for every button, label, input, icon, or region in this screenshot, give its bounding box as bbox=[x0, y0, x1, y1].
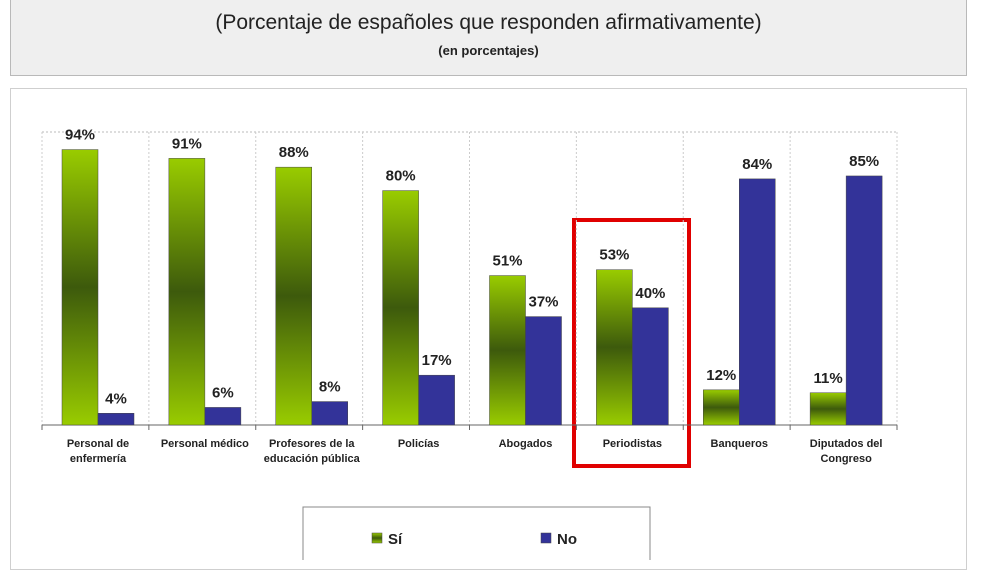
value-label: 51% bbox=[492, 253, 522, 270]
bar bbox=[61, 149, 99, 426]
legend-label: No bbox=[557, 531, 577, 548]
x-tick-label: Personal médico bbox=[160, 438, 249, 450]
value-label: 8% bbox=[319, 379, 341, 396]
bar bbox=[204, 407, 242, 426]
x-tick-label: Abogados bbox=[498, 438, 553, 450]
legend-box bbox=[302, 506, 651, 560]
value-label: 53% bbox=[599, 247, 629, 264]
x-tick-label: Diputados del Congreso bbox=[809, 438, 883, 465]
bar bbox=[845, 175, 883, 426]
bar bbox=[596, 269, 633, 426]
bar bbox=[168, 158, 206, 426]
x-tick-label: Policías bbox=[397, 438, 440, 450]
highlight-box bbox=[572, 218, 691, 468]
x-tick-label: Periodistas bbox=[602, 438, 663, 450]
legend-label: Sí bbox=[388, 531, 403, 548]
x-tick-label: Profesores de la educación pública bbox=[263, 438, 360, 465]
x-tick-label: Banqueros bbox=[710, 438, 768, 450]
value-label: 84% bbox=[742, 156, 772, 173]
value-label: 80% bbox=[386, 168, 416, 185]
bar bbox=[489, 275, 526, 426]
x-tick-label: Personal de enfermería bbox=[66, 438, 130, 465]
header: (Porcentaje de españoles que responden a… bbox=[10, 0, 967, 76]
bar bbox=[632, 307, 669, 426]
legend-swatch bbox=[371, 532, 383, 544]
value-label: 88% bbox=[279, 144, 309, 161]
value-label: 37% bbox=[528, 294, 558, 311]
bar bbox=[739, 178, 776, 426]
value-label: 40% bbox=[635, 285, 665, 302]
bar bbox=[418, 374, 455, 426]
chart-subtitle: (Porcentaje de españoles que responden a… bbox=[215, 11, 762, 34]
chart-note: (en porcentajes) bbox=[438, 43, 539, 58]
value-label: 85% bbox=[849, 153, 879, 170]
bar bbox=[275, 166, 312, 426]
value-label: 12% bbox=[706, 367, 736, 384]
bar bbox=[97, 413, 135, 426]
value-label: 94% bbox=[65, 127, 95, 144]
value-label: 6% bbox=[212, 384, 234, 401]
value-label: 17% bbox=[422, 352, 452, 369]
bar bbox=[382, 190, 419, 426]
bar bbox=[809, 392, 847, 426]
value-label: 11% bbox=[814, 370, 843, 387]
bar bbox=[703, 389, 740, 426]
legend-swatch bbox=[540, 532, 552, 544]
bar bbox=[311, 401, 348, 426]
value-label: 91% bbox=[172, 135, 202, 152]
value-label: 4% bbox=[105, 390, 127, 407]
bar bbox=[525, 316, 562, 426]
